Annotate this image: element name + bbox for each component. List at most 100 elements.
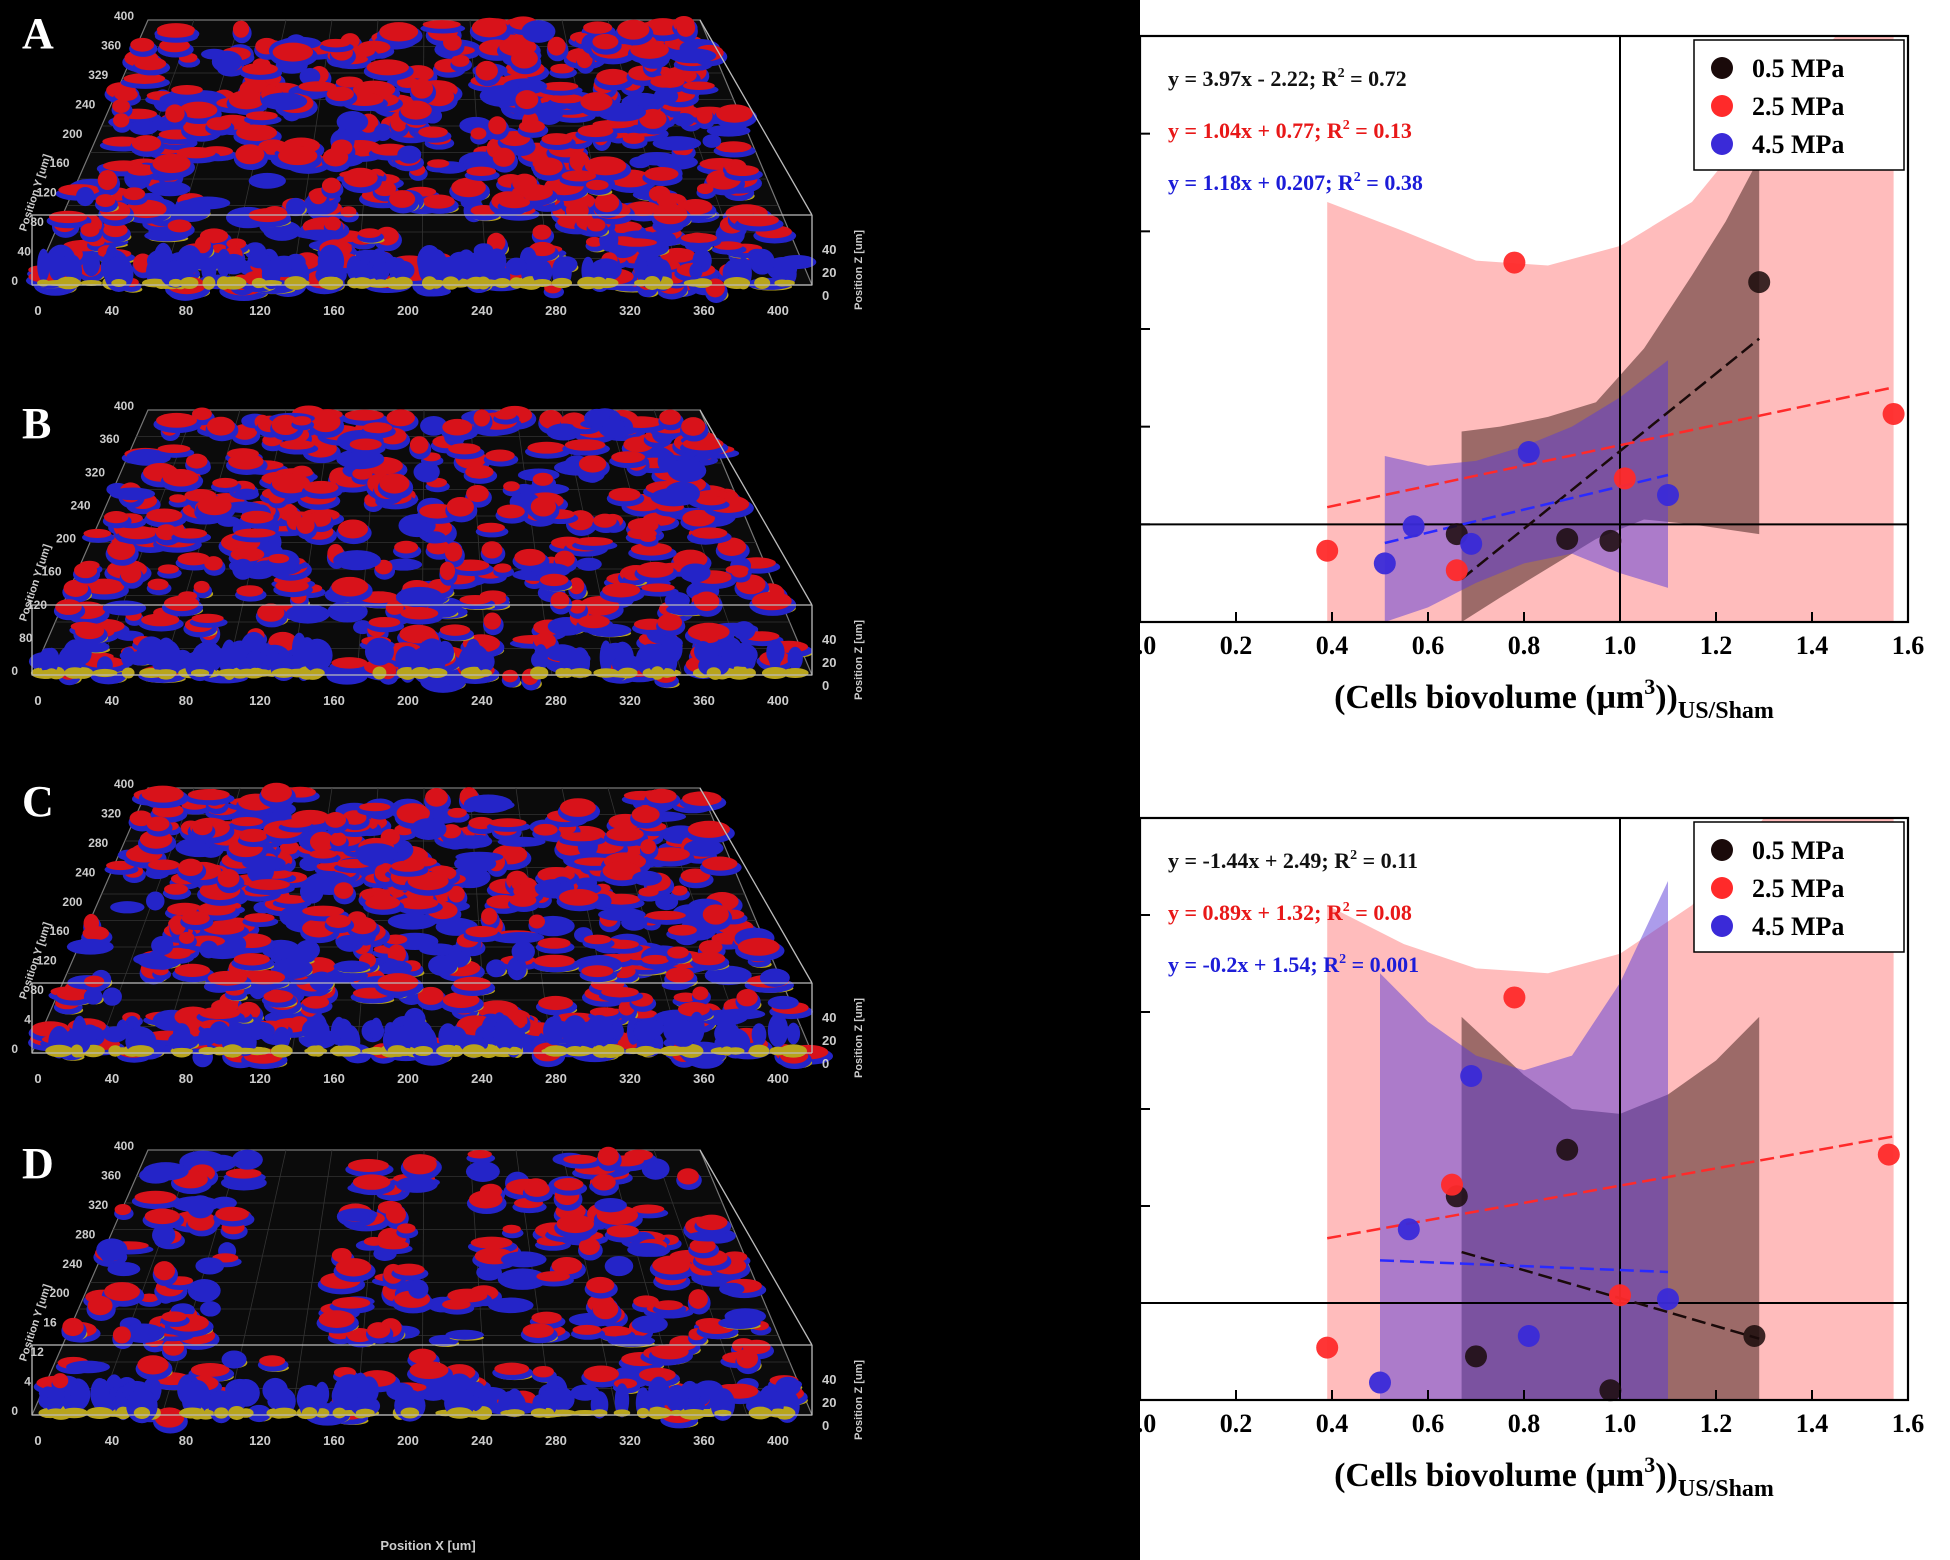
legend-label: 2.5 MPa [1752, 874, 1844, 903]
data-point-05MPa [1748, 271, 1771, 294]
data-point-25MPa [1441, 1173, 1463, 1196]
data-point-25MPa [1503, 251, 1526, 274]
x-tick-label: 1.0 [1604, 1409, 1637, 1438]
x-tick-label: 1.4 [1796, 1409, 1829, 1438]
blue-cluster [702, 134, 722, 148]
red-cluster [379, 22, 419, 42]
equation-text: y = 3.97x - 2.22; R [1168, 66, 1339, 91]
legend: 0.5 MPa 2.5 MPa 4.5 MPa [1693, 821, 1905, 953]
legend-marker-25MPa [1711, 877, 1733, 899]
y-tick-label: 0 [1109, 608, 1122, 637]
chart-f: 0.0 0.2 0.4 0.6 0.8 1.0 1.2 1.4 1.6 0 1 2 3 4 5 6 F (β-PS… [985, 804, 1924, 1502]
biofilm-renders-svg: A0 40 80 120 160 200 240 280 320 360 4000408012016… [11, 9, 865, 1553]
equation-r2-value: = 0.08 [1350, 900, 1412, 925]
data-point-25MPa [1613, 467, 1636, 490]
data-point-45MPa [1517, 1324, 1540, 1347]
x-axis-title-subscript: US/Sham [1678, 1476, 1774, 1502]
y-tick-label: 3 [1109, 1095, 1122, 1124]
blue-cluster [171, 199, 211, 222]
equation-text: y = -1.44x + 2.49; R [1168, 848, 1351, 873]
y-axis-title-subscript: US/Sham [1058, 121, 1084, 217]
y-tick-label: 5 [1109, 120, 1122, 149]
equation-r2-value: = 0.38 [1361, 170, 1423, 195]
legend-label: 0.5 MPa [1752, 54, 1844, 83]
x-tick-label: 1.6 [1892, 631, 1925, 660]
red-cluster [713, 241, 743, 250]
red-cluster [176, 146, 216, 159]
regression-equation-45MPa: y = -0.2x + 1.54; R2 = 0.001 [1168, 952, 1419, 977]
red-cluster [179, 101, 218, 119]
render-panel-a: A0 40 80 120 160 200 240 280 320 360 4000408012016… [11, 9, 865, 318]
x-axis-title-superscript: 3 [1644, 1452, 1655, 1477]
panel-label-f: F [985, 810, 1009, 855]
data-point-25MPa [1445, 559, 1468, 582]
equation-superscript: 2 [1343, 118, 1350, 133]
data-point-45MPa [1460, 532, 1483, 555]
biofilm-3d-renders-panel: A 0 40 80 120 160 200 240 280 320 360 400 0 40 80 120 16… [0, 0, 1140, 1560]
x-axis-title: (Cells biovolume (μm3))US/Sham [1334, 674, 1774, 724]
red-cluster [451, 177, 486, 198]
red-cluster [596, 68, 630, 86]
y-tick-label: 5 [1109, 901, 1122, 930]
equation-text: y = -0.2x + 1.54; R [1168, 952, 1340, 977]
x-tick-label: 1.4 [1796, 631, 1829, 660]
x-tick-label: 1.2 [1700, 1409, 1733, 1438]
x-tick-label: 1.6 [1892, 1409, 1925, 1438]
data-point-05MPa [1599, 529, 1622, 552]
legend-marker-45MPa [1711, 133, 1733, 155]
red-cluster [335, 76, 363, 88]
x-axis-title-main: (Cells biovolume (μm [1334, 679, 1644, 716]
red-cluster [532, 224, 552, 240]
data-point-45MPa [1373, 552, 1396, 575]
y-tick-label: 6 [1109, 804, 1122, 833]
regression-equation-25MPa: y = 0.89x + 1.32; R2 = 0.08 [1168, 900, 1412, 925]
equation-r2-value: = 0.001 [1346, 952, 1419, 977]
legend-marker-05MPa [1711, 57, 1733, 79]
red-cluster [576, 50, 593, 69]
equation-text: y = 1.04x + 0.77; R [1168, 118, 1344, 143]
data-point-45MPa [1397, 1218, 1420, 1241]
red-cluster [123, 73, 166, 84]
red-cluster [529, 241, 556, 257]
red-cluster [715, 141, 752, 153]
regression-equation-25MPa: y = 1.04x + 0.77; R2 = 0.13 [1168, 118, 1412, 143]
data-point-25MPa [1877, 1143, 1900, 1166]
x-axis-title-superscript: 3 [1644, 674, 1655, 699]
red-cluster [422, 194, 455, 209]
blue-cluster [336, 111, 369, 133]
x-tick-label: 0.2 [1220, 1409, 1253, 1438]
data-point-25MPa [1316, 539, 1339, 562]
y-axis-title-main: (α-PS biovolume) [1041, 217, 1078, 469]
x-tick-label: 0.6 [1412, 631, 1445, 660]
y-tick-label: 0 [1109, 1386, 1122, 1415]
blue-cluster [201, 48, 227, 60]
red-cluster [550, 63, 574, 74]
legend-label: 4.5 MPa [1752, 130, 1844, 159]
x-axis-title-close: )) [1655, 1457, 1678, 1494]
legend-label: 0.5 MPa [1752, 836, 1844, 865]
data-point-05MPa [1599, 1379, 1622, 1402]
x-tick-label: 0.0 [1124, 631, 1157, 660]
x-tick-label: 0.4 [1316, 631, 1349, 660]
data-point-45MPa [1657, 1288, 1679, 1311]
blue-cluster [654, 154, 698, 170]
equation-superscript: 2 [1354, 170, 1361, 185]
equation-superscript: 2 [1338, 66, 1345, 81]
data-point-45MPa [1460, 1065, 1483, 1088]
data-point-05MPa [1556, 1138, 1579, 1161]
panel-label-e: E [985, 26, 1012, 71]
red-cluster [112, 113, 130, 128]
x-axis-title-subscript: US/Sham [1678, 698, 1774, 724]
legend-label: 4.5 MPa [1752, 912, 1844, 941]
y-axis-title: (β-PS biovolume)US/Sham [1041, 902, 1084, 1249]
equation-text: y = 1.18x + 0.207; R [1168, 170, 1355, 195]
red-cluster [737, 213, 779, 227]
legend: 0.5 MPa 2.5 MPa 4.5 MPa [1693, 39, 1905, 171]
y-tick-label: 3 [1109, 315, 1122, 344]
red-cluster [471, 17, 507, 38]
legend-marker-25MPa [1711, 95, 1733, 117]
equation-superscript: 2 [1339, 952, 1346, 967]
legend-marker-45MPa [1711, 915, 1733, 937]
red-cluster [321, 38, 351, 48]
